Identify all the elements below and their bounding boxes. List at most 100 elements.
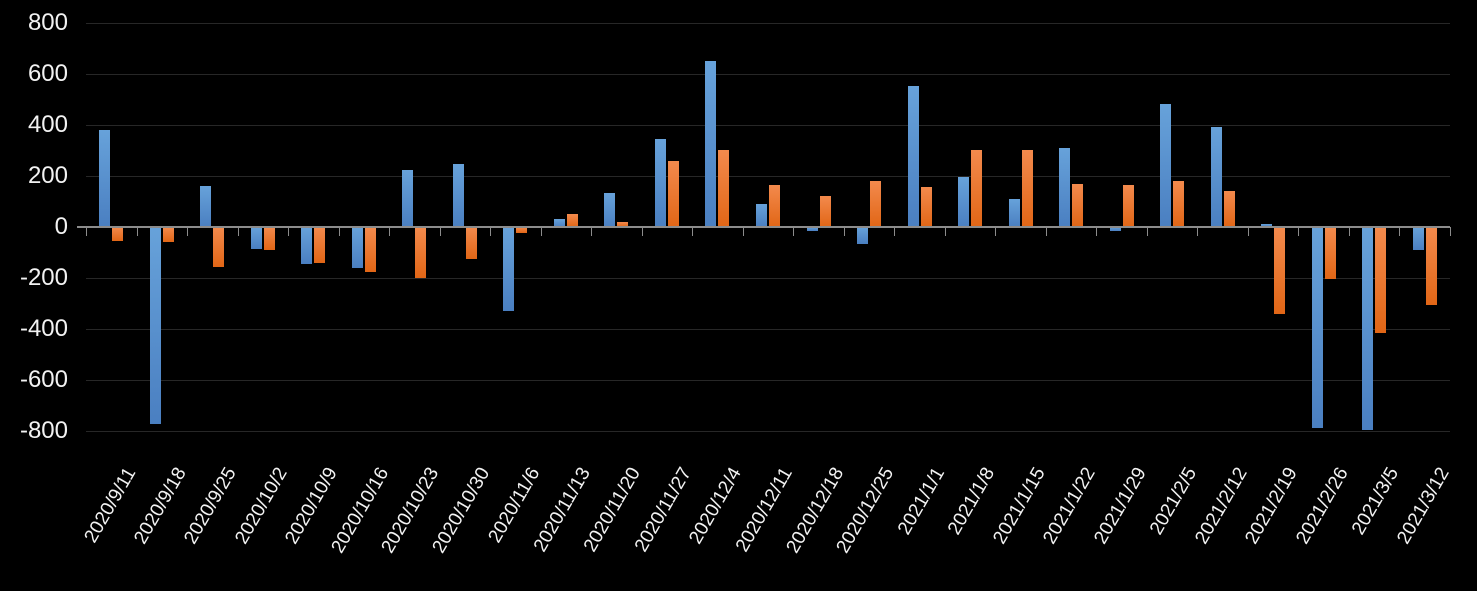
x-axis-tick bbox=[692, 227, 693, 236]
x-axis-tick bbox=[541, 227, 542, 236]
bar-blue-series-2020/11/27 bbox=[655, 138, 666, 227]
gridline bbox=[86, 431, 1450, 432]
bar-orange-series-2020/10/2 bbox=[264, 227, 275, 250]
bar-blue-series-2021/1/8 bbox=[958, 177, 969, 227]
bar-blue-series-2020/11/6 bbox=[503, 227, 514, 312]
bar-orange-series-2021/1/1 bbox=[921, 187, 932, 227]
x-axis-tick bbox=[440, 227, 441, 236]
x-axis-tick bbox=[1248, 227, 1249, 236]
bar-blue-series-2021/2/26 bbox=[1312, 227, 1323, 428]
x-axis-label: 2021/3/5 bbox=[1348, 464, 1404, 539]
gridline bbox=[86, 329, 1450, 330]
bar-blue-series-2021/2/5 bbox=[1160, 104, 1171, 227]
bar-blue-series-2021/1/1 bbox=[908, 86, 919, 227]
x-axis-tick bbox=[793, 227, 794, 236]
x-axis-label: 2021/1/29 bbox=[1090, 464, 1152, 548]
x-axis-tick bbox=[844, 227, 845, 236]
bar-orange-series-2021/1/8 bbox=[971, 150, 982, 227]
x-axis-label: 2021/1/1 bbox=[894, 464, 950, 539]
bar-blue-series-2020/12/4 bbox=[705, 60, 716, 227]
bar-orange-series-2020/11/20 bbox=[617, 221, 628, 227]
bar-blue-series-2020/12/18 bbox=[807, 227, 818, 231]
bar-orange-series-2020/12/25 bbox=[870, 181, 881, 227]
bar-orange-series-2021/1/29 bbox=[1123, 184, 1134, 227]
bar-orange-series-2020/9/18 bbox=[163, 227, 174, 243]
bar-orange-series-2020/9/25 bbox=[213, 227, 224, 267]
x-axis-tick bbox=[238, 227, 239, 236]
y-axis-label: 200 bbox=[27, 162, 68, 189]
bar-blue-series-2020/9/18 bbox=[150, 227, 161, 424]
bar-orange-series-2021/1/22 bbox=[1072, 183, 1083, 227]
x-axis-tick bbox=[642, 227, 643, 236]
bar-blue-series-2021/2/19 bbox=[1261, 224, 1272, 227]
x-axis-label: 2021/2/5 bbox=[1146, 464, 1202, 539]
bar-blue-series-2020/9/11 bbox=[99, 129, 110, 227]
bar-blue-series-2020/11/20 bbox=[604, 192, 615, 227]
x-axis-tick bbox=[1399, 227, 1400, 236]
y-axis-label: 600 bbox=[27, 60, 68, 87]
x-axis-tick bbox=[389, 227, 390, 236]
bar-blue-series-2020/11/13 bbox=[554, 219, 565, 227]
bar-orange-series-2020/11/13 bbox=[567, 214, 578, 227]
gridline bbox=[86, 380, 1450, 381]
bar-blue-series-2020/9/25 bbox=[200, 186, 211, 227]
gridline bbox=[86, 125, 1450, 126]
bar-blue-series-2021/1/29 bbox=[1110, 227, 1121, 231]
x-axis-tick bbox=[490, 227, 491, 236]
bar-orange-series-2020/10/9 bbox=[314, 227, 325, 263]
bar-orange-series-2021/2/26 bbox=[1325, 227, 1336, 280]
y-axis-label: 0 bbox=[54, 213, 68, 240]
x-axis-tick bbox=[743, 227, 744, 236]
x-axis-tick bbox=[995, 227, 996, 236]
y-axis-label: -400 bbox=[19, 315, 68, 342]
x-axis-tick bbox=[1147, 227, 1148, 236]
gridline bbox=[86, 23, 1450, 24]
bar-blue-series-2020/12/11 bbox=[756, 204, 767, 227]
gridline bbox=[86, 176, 1450, 177]
y-axis-label: 800 bbox=[27, 9, 68, 36]
bar-blue-series-2020/10/9 bbox=[301, 227, 312, 265]
bar-blue-series-2020/10/23 bbox=[402, 169, 413, 227]
x-axis-tick bbox=[288, 227, 289, 236]
bar-orange-series-2020/12/18 bbox=[820, 196, 831, 227]
gridline bbox=[86, 278, 1450, 279]
bar-orange-series-2020/11/27 bbox=[668, 160, 679, 227]
y-axis-label: -200 bbox=[19, 264, 68, 291]
bar-orange-series-2020/10/16 bbox=[365, 227, 376, 272]
x-axis-line bbox=[86, 226, 1450, 228]
x-axis-tick bbox=[945, 227, 946, 236]
x-axis-tick bbox=[1096, 227, 1097, 236]
x-axis-label: 2021/2/26 bbox=[1292, 464, 1354, 548]
bar-blue-series-2021/1/15 bbox=[1009, 198, 1020, 227]
x-axis-tick bbox=[1046, 227, 1047, 236]
bar-blue-series-2021/1/22 bbox=[1059, 147, 1070, 227]
x-axis-tick bbox=[1450, 227, 1451, 236]
x-axis-tick bbox=[591, 227, 592, 236]
x-axis-tick bbox=[894, 227, 895, 236]
bar-orange-series-2020/10/23 bbox=[415, 227, 426, 279]
bar-orange-series-2021/1/15 bbox=[1022, 150, 1033, 227]
x-axis-tick bbox=[86, 227, 87, 236]
y-axis-zero-tick bbox=[77, 226, 86, 228]
bar-orange-series-2020/12/11 bbox=[769, 184, 780, 227]
x-axis-tick bbox=[339, 227, 340, 236]
bar-orange-series-2021/2/12 bbox=[1224, 191, 1235, 227]
bar-blue-series-2020/10/16 bbox=[352, 227, 363, 268]
bar-blue-series-2020/12/25 bbox=[857, 227, 868, 244]
y-axis-label: 400 bbox=[27, 111, 68, 138]
bar-blue-series-2021/3/5 bbox=[1362, 227, 1373, 431]
bar-blue-series-2020/10/30 bbox=[453, 164, 464, 227]
bar-orange-series-2021/2/19 bbox=[1274, 227, 1285, 314]
bar-orange-series-2021/3/12 bbox=[1426, 227, 1437, 305]
bar-blue-series-2021/3/12 bbox=[1413, 227, 1424, 250]
bar-orange-series-2020/9/11 bbox=[112, 227, 123, 242]
x-axis-tick bbox=[1298, 227, 1299, 236]
bar-orange-series-2021/2/5 bbox=[1173, 181, 1184, 227]
bar-blue-series-2020/10/2 bbox=[251, 227, 262, 249]
x-axis-tick bbox=[137, 227, 138, 236]
bar-blue-series-2021/2/12 bbox=[1211, 127, 1222, 227]
y-axis-label: -600 bbox=[19, 366, 68, 393]
bar-orange-series-2020/12/4 bbox=[718, 150, 729, 227]
y-axis-label: -800 bbox=[19, 417, 68, 444]
x-axis-tick bbox=[1197, 227, 1198, 236]
